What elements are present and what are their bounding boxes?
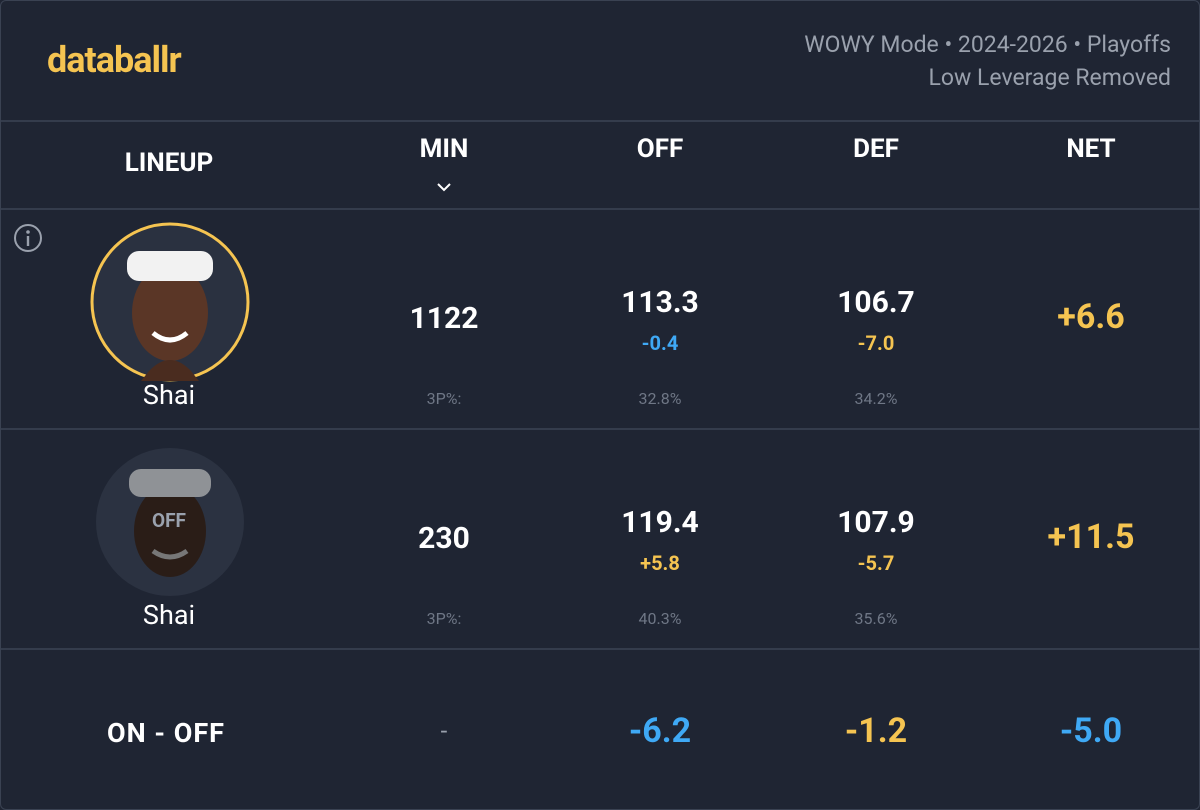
logo[interactable]: databallr [47, 39, 182, 81]
three-label: 3P%: [426, 389, 462, 408]
mode-line: WOWY Mode • 2024-2026 • Playoffs [804, 31, 1171, 58]
column-header[interactable]: DEF [853, 134, 899, 164]
column-header[interactable]: NET [1066, 134, 1116, 164]
summary-off: -6.2 [628, 711, 692, 751]
def-value: 106.7 [837, 285, 915, 320]
def-3p: 35.6% [854, 609, 898, 628]
min-value: 230 [418, 521, 470, 556]
column-header[interactable]: LINEUP [124, 148, 214, 178]
three-label: 3P%: [426, 609, 462, 628]
column-header[interactable]: MIN [419, 134, 469, 164]
player-avatar [96, 448, 244, 596]
divider [1, 648, 1199, 650]
off-value: 113.3 [621, 285, 699, 320]
off-3p: 32.8% [638, 389, 682, 408]
sort-chevron[interactable] [436, 181, 452, 193]
filter-line: Low Leverage Removed [928, 64, 1171, 91]
player-avatar [90, 222, 250, 382]
player-name: Shai [142, 599, 196, 631]
off-value: 119.4 [621, 505, 699, 540]
summary-label: ON - OFF [107, 717, 225, 749]
def-diff: -5.7 [857, 551, 895, 575]
off-badge: OFF [152, 509, 186, 532]
def-diff: -7.0 [857, 331, 895, 355]
min-value: 1122 [409, 301, 479, 336]
summary-def: -1.2 [844, 711, 908, 751]
net-value: +11.5 [1047, 517, 1135, 557]
summary-min: - [440, 717, 448, 745]
off-diff: -0.4 [641, 331, 679, 355]
off-3p: 40.3% [638, 609, 682, 628]
column-header[interactable]: OFF [636, 134, 684, 164]
player-name: Shai [142, 379, 196, 411]
info-icon[interactable] [12, 222, 44, 254]
summary-net: -5.0 [1059, 711, 1123, 751]
off-diff: +5.8 [640, 551, 680, 575]
def-value: 107.9 [837, 505, 915, 540]
divider [1, 120, 1199, 122]
def-3p: 34.2% [854, 389, 898, 408]
divider [1, 428, 1199, 430]
net-value: +6.6 [1057, 297, 1125, 337]
divider [1, 208, 1199, 210]
